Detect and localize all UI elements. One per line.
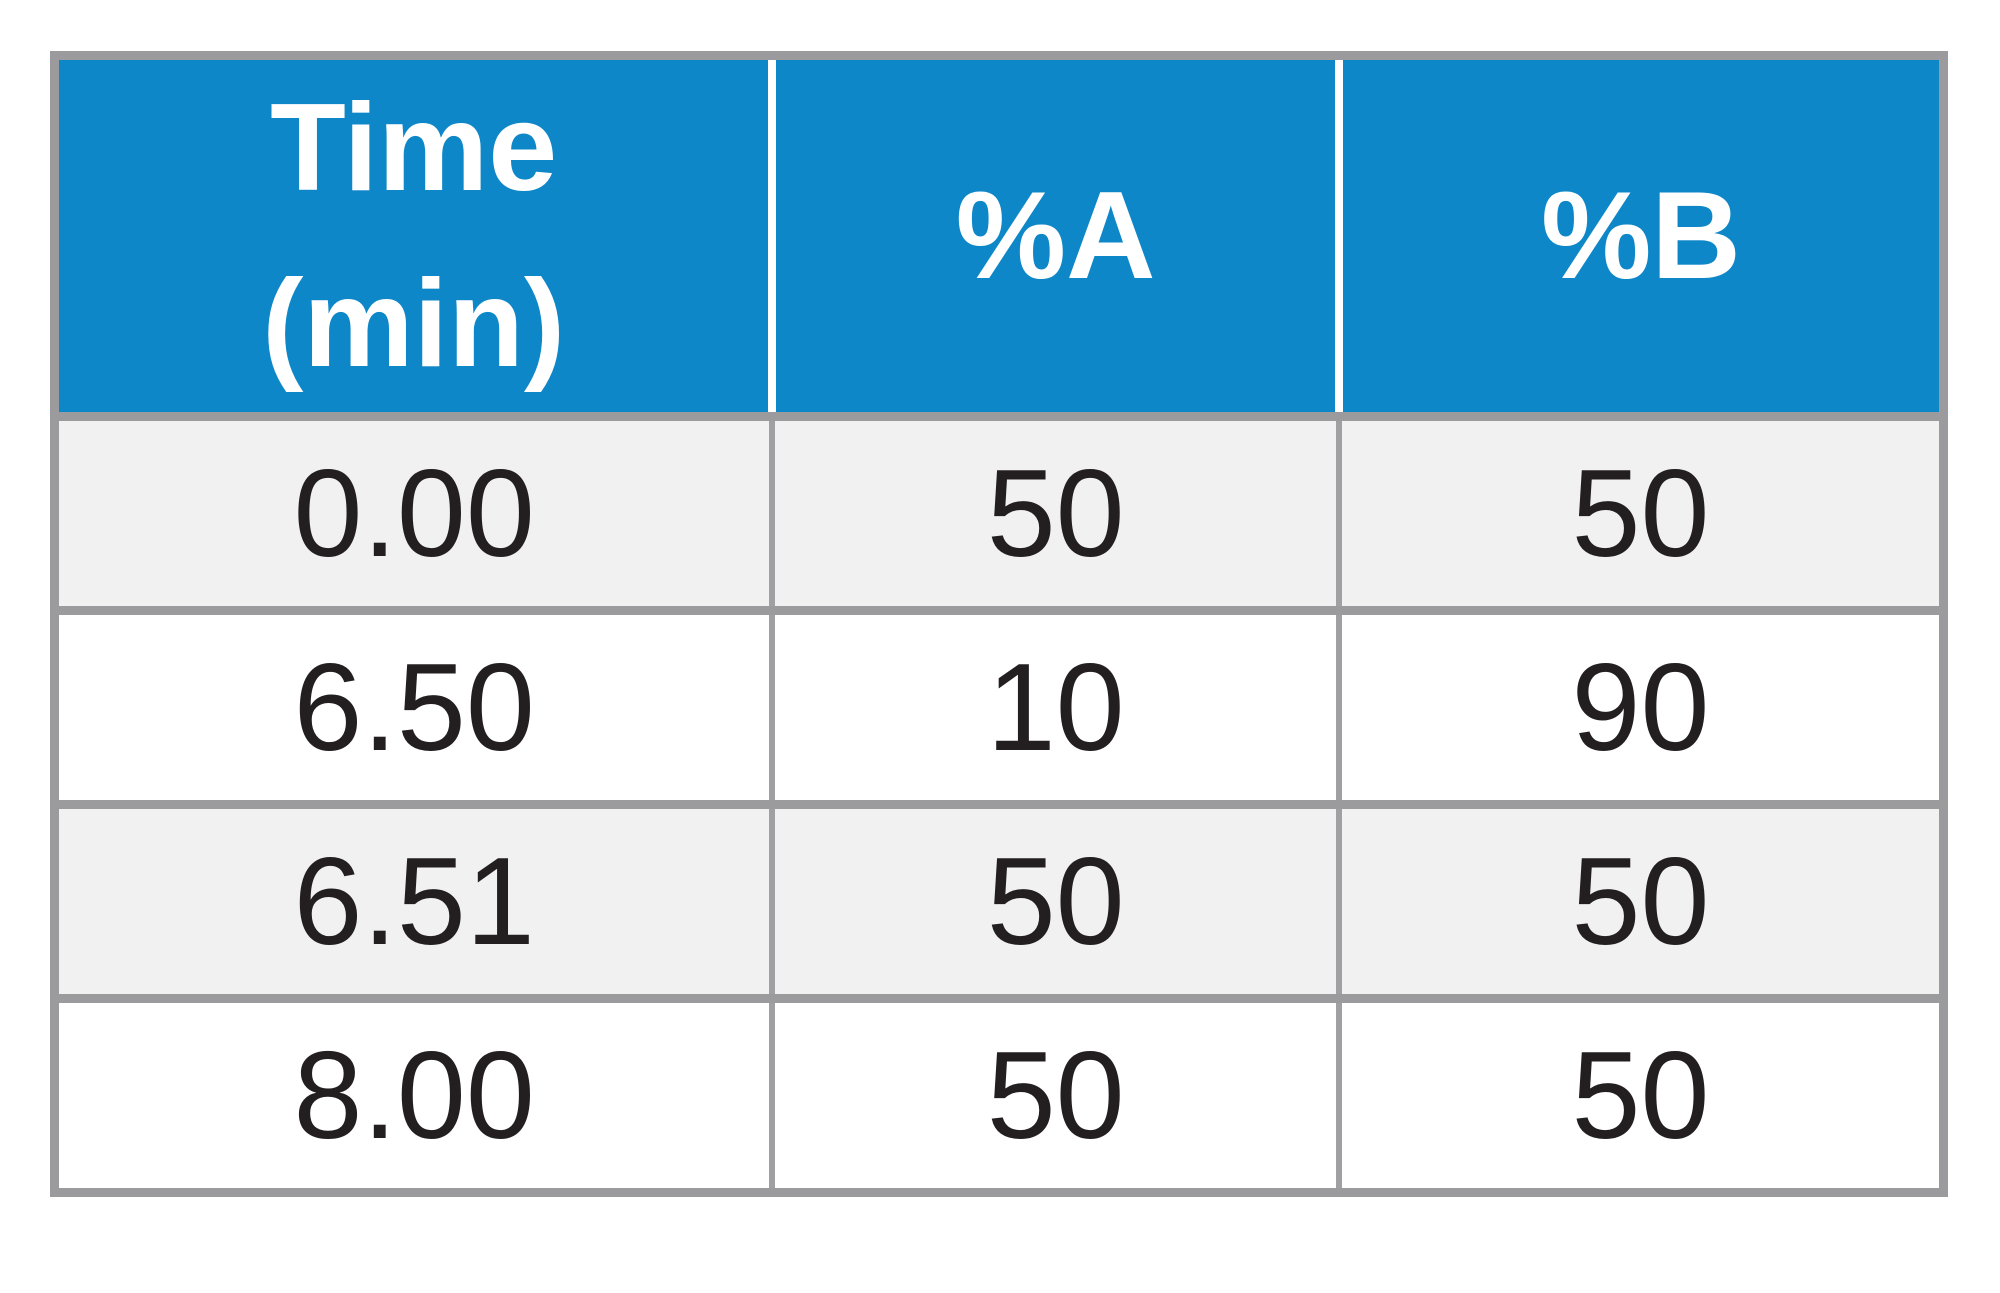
- gradient-table: Time (min) %A %B 0.00 50 50 6.50 10 90: [50, 51, 1948, 1198]
- header-time-line1: Time: [270, 79, 558, 217]
- cell-percent-a: 50: [769, 416, 1339, 611]
- cell-percent-b: 90: [1336, 606, 1944, 805]
- table-row: 6.51 50 50: [54, 800, 1944, 999]
- cell-percent-b: 50: [1336, 994, 1944, 1193]
- header-percent-b-label: %B: [1541, 167, 1741, 306]
- cell-percent-a: 50: [769, 800, 1339, 999]
- header-time-line2: (min): [262, 255, 566, 394]
- cell-percent-b: 50: [1336, 800, 1944, 999]
- cell-time: 6.51: [54, 800, 773, 999]
- cell-time: 6.50: [54, 606, 773, 805]
- cell-percent-a: 10: [769, 606, 1339, 805]
- table-row: 8.00 50 50: [54, 994, 1944, 1193]
- cell-percent-b: 50: [1336, 416, 1944, 611]
- cell-percent-a: 50: [769, 994, 1339, 1193]
- header-cell-percent-a: %A: [768, 55, 1339, 422]
- cell-time: 0.00: [54, 416, 773, 611]
- header-cell-time: Time (min): [54, 55, 773, 422]
- table-row: 0.00 50 50: [54, 416, 1944, 611]
- cell-time: 8.00: [54, 994, 773, 1193]
- gradient-table-container: Time (min) %A %B 0.00 50 50 6.50 10 90: [50, 51, 1950, 1198]
- table-row: 6.50 10 90: [54, 606, 1944, 805]
- header-cell-percent-b: %B: [1335, 55, 1944, 422]
- header-percent-a-label: %A: [955, 167, 1156, 306]
- header-row: Time (min) %A %B: [54, 55, 1944, 422]
